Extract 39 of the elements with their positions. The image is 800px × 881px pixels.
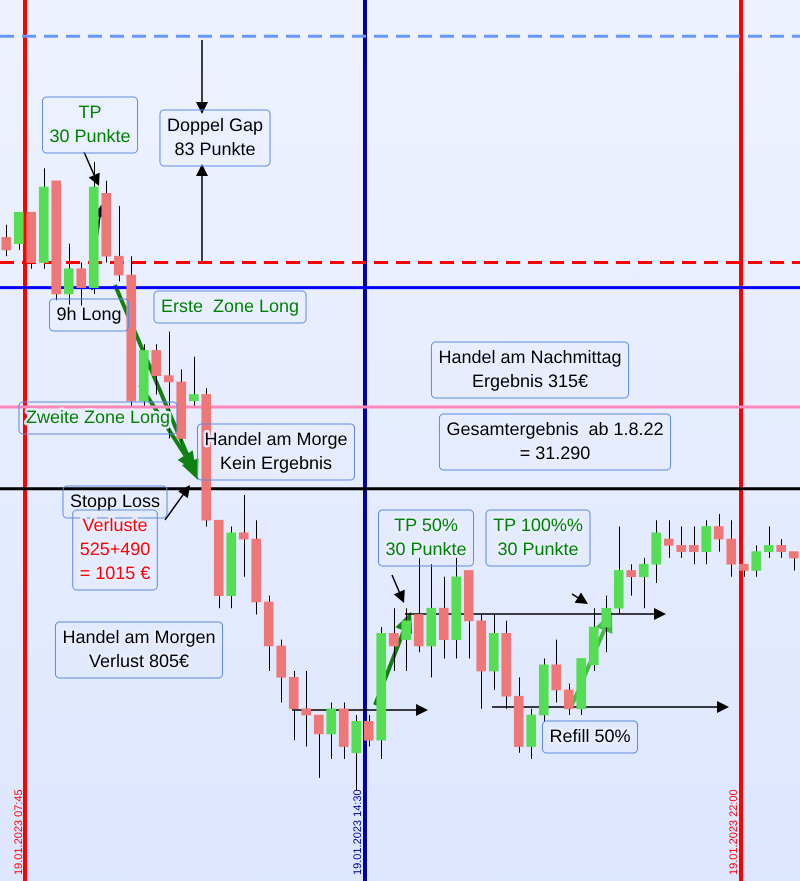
annotation: TP 100%% 30 Punkte <box>493 514 583 559</box>
annotation: 19.01.2023 22:00 <box>728 789 740 875</box>
annotation: Refill 50% <box>549 726 631 746</box>
annotation: Handel am Morge Kein Ergebnis <box>204 428 348 473</box>
annotation: Erste Zone Long <box>160 296 300 316</box>
candlestick <box>76 262 86 307</box>
annotation: Handel am Morgen Verlust 805€ <box>62 626 216 671</box>
candlestick <box>788 551 799 571</box>
candlestick <box>714 513 724 552</box>
candlestick <box>1 224 12 257</box>
candlestick <box>638 557 649 609</box>
annotation: 9h Long <box>56 304 122 324</box>
candlestick <box>764 526 774 558</box>
candlestick <box>401 608 412 672</box>
annotation: Handel am Nachmittag Ergebnis 315€ <box>438 346 622 391</box>
annotation: Verluste 525+490 = 1015 € <box>80 514 150 583</box>
candlestick <box>738 564 749 578</box>
candlestick <box>676 526 686 558</box>
candlestick <box>314 714 324 778</box>
candlestick <box>388 608 399 672</box>
candlestick <box>626 564 636 596</box>
candlestick <box>114 205 124 282</box>
annotation: 19.01.2023 14:30 <box>352 789 364 875</box>
candlestick <box>664 520 674 558</box>
annotation: Gesamtergebnis ab 1.8.22 = 31.290 <box>446 418 664 463</box>
candlestick <box>564 683 574 716</box>
candlestick <box>751 544 762 578</box>
candlestick <box>238 494 249 578</box>
candlestick <box>688 526 699 565</box>
text: TP 30 Punkte <box>49 102 131 146</box>
annotation: TP 50% 30 Punkte <box>385 514 467 559</box>
annotation: 19.01.2023 07:45 <box>13 789 26 875</box>
candlestick <box>776 538 786 558</box>
candlestick <box>188 356 199 408</box>
candlestick <box>601 595 612 653</box>
annotation: Stopp Loss <box>70 490 160 511</box>
text: Doppel Gap 83 Punkte <box>166 114 264 159</box>
candlestick <box>364 714 374 747</box>
candlestick <box>301 670 312 747</box>
